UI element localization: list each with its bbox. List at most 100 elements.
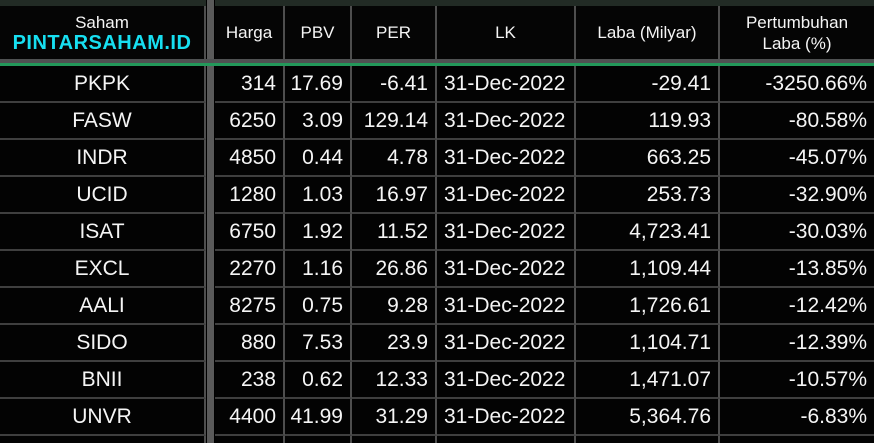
header-cell-pertumbuhan-laba[interactable]: Pertumbuhan Laba (%) [720, 6, 874, 59]
header-cell-pbv[interactable]: PBV [285, 6, 352, 59]
table-row [0, 436, 874, 443]
cell-pbv[interactable]: 0.62 [285, 362, 352, 399]
cell-per[interactable] [352, 436, 437, 443]
cell-saham[interactable]: ISAT [0, 214, 206, 251]
cell-harga[interactable]: 4400 [215, 399, 285, 436]
cell-per[interactable]: -6.41 [352, 66, 437, 103]
cell-harga[interactable]: 6250 [215, 103, 285, 140]
cell-pertumbuhan-laba[interactable]: -12.42% [720, 288, 874, 325]
cell-saham[interactable]: BNII [0, 362, 206, 399]
cell-saham[interactable]: EXCL [0, 251, 206, 288]
cell-harga[interactable]: 4850 [215, 140, 285, 177]
cell-laba[interactable]: 1,726.61 [576, 288, 720, 325]
cell-saham[interactable] [0, 436, 206, 443]
cell-pbv[interactable]: 1.92 [285, 214, 352, 251]
cell-harga[interactable]: 880 [215, 325, 285, 362]
cell-laba[interactable]: 1,471.07 [576, 362, 720, 399]
cell-per[interactable]: 9.28 [352, 288, 437, 325]
cell-saham[interactable]: FASW [0, 103, 206, 140]
cell-lk[interactable]: 31-Dec-2022 [437, 214, 576, 251]
cell-pertumbuhan-laba[interactable] [720, 436, 874, 443]
cell-pbv[interactable] [285, 436, 352, 443]
table-body: PKPK 314 17.69 -6.41 31-Dec-2022 -29.41 -3250.… [0, 66, 874, 443]
cell-saham[interactable]: INDR [0, 140, 206, 177]
table-row: BNII 238 0.62 12.33 31-Dec-2022 1,471.07 -10.5… [0, 362, 874, 399]
cell-pbv[interactable]: 3.09 [285, 103, 352, 140]
cell-laba[interactable]: 253.73 [576, 177, 720, 214]
header-separator-gray [0, 59, 874, 63]
header-separator-green-line [0, 63, 874, 66]
cell-pbv[interactable]: 17.69 [285, 66, 352, 103]
cell-harga[interactable]: 238 [215, 362, 285, 399]
cell-laba[interactable]: 1,104.71 [576, 325, 720, 362]
cell-lk[interactable]: 31-Dec-2022 [437, 399, 576, 436]
table-row: UCID 1280 1.03 16.97 31-Dec-2022 253.73 -32.90… [0, 177, 874, 214]
cell-per[interactable]: 129.14 [352, 103, 437, 140]
cell-per[interactable]: 23.9 [352, 325, 437, 362]
cell-pertumbuhan-laba[interactable]: -12.39% [720, 325, 874, 362]
cell-laba[interactable]: -29.41 [576, 66, 720, 103]
cell-lk[interactable] [437, 436, 576, 443]
cell-saham[interactable]: UCID [0, 177, 206, 214]
cell-harga[interactable] [215, 436, 285, 443]
cell-laba[interactable]: 119.93 [576, 103, 720, 140]
cell-pbv[interactable]: 0.44 [285, 140, 352, 177]
cell-per[interactable]: 11.52 [352, 214, 437, 251]
cell-lk[interactable]: 31-Dec-2022 [437, 103, 576, 140]
cell-harga[interactable]: 2270 [215, 251, 285, 288]
cell-laba[interactable]: 5,364.76 [576, 399, 720, 436]
cell-pertumbuhan-laba[interactable]: -30.03% [720, 214, 874, 251]
cell-per[interactable]: 26.86 [352, 251, 437, 288]
table-row: FASW 6250 3.09 129.14 31-Dec-2022 119.93 -80.5… [0, 103, 874, 140]
cell-harga[interactable]: 8275 [215, 288, 285, 325]
header-cell-harga[interactable]: Harga [215, 6, 285, 59]
cell-per[interactable]: 31.29 [352, 399, 437, 436]
cell-laba[interactable]: 663.25 [576, 140, 720, 177]
table-row: PKPK 314 17.69 -6.41 31-Dec-2022 -29.41 -3250.… [0, 66, 874, 103]
cell-lk[interactable]: 31-Dec-2022 [437, 325, 576, 362]
cell-pertumbuhan-laba[interactable]: -6.83% [720, 399, 874, 436]
cell-pbv[interactable]: 41.99 [285, 399, 352, 436]
cell-harga[interactable]: 1280 [215, 177, 285, 214]
cell-per[interactable]: 4.78 [352, 140, 437, 177]
cell-pbv[interactable]: 7.53 [285, 325, 352, 362]
cell-lk[interactable]: 31-Dec-2022 [437, 288, 576, 325]
cell-pbv[interactable]: 1.03 [285, 177, 352, 214]
header-cell-per[interactable]: PER [352, 6, 437, 59]
cell-laba[interactable]: 1,109.44 [576, 251, 720, 288]
cell-pbv[interactable]: 0.75 [285, 288, 352, 325]
table-row: ISAT 6750 1.92 11.52 31-Dec-2022 4,723.41 -30.… [0, 214, 874, 251]
cell-saham[interactable]: PKPK [0, 66, 206, 103]
cell-saham[interactable]: SIDO [0, 325, 206, 362]
table-row: UNVR 4400 41.99 31.29 31-Dec-2022 5,364.76 -6.… [0, 399, 874, 436]
cell-lk[interactable]: 31-Dec-2022 [437, 140, 576, 177]
cell-saham[interactable]: AALI [0, 288, 206, 325]
table-row: SIDO 880 7.53 23.9 31-Dec-2022 1,104.71 -12.39… [0, 325, 874, 362]
cell-lk[interactable]: 31-Dec-2022 [437, 362, 576, 399]
cell-pbv[interactable]: 1.16 [285, 251, 352, 288]
header-cell-saham[interactable]: Saham PINTARSAHAM.ID [0, 6, 206, 59]
cell-lk[interactable]: 31-Dec-2022 [437, 251, 576, 288]
cell-laba[interactable]: 4,723.41 [576, 214, 720, 251]
cell-pertumbuhan-laba[interactable]: -13.85% [720, 251, 874, 288]
cell-harga[interactable]: 6750 [215, 214, 285, 251]
cell-lk[interactable]: 31-Dec-2022 [437, 66, 576, 103]
header-cell-lk[interactable]: LK [437, 6, 576, 59]
cell-pertumbuhan-laba[interactable]: -45.07% [720, 140, 874, 177]
cell-pertumbuhan-laba[interactable]: -32.90% [720, 177, 874, 214]
cell-per[interactable]: 12.33 [352, 362, 437, 399]
cell-laba[interactable] [576, 436, 720, 443]
cell-saham[interactable]: UNVR [0, 399, 206, 436]
clipped-row-above-strip [0, 0, 874, 6]
cell-pertumbuhan-laba[interactable]: -80.58% [720, 103, 874, 140]
cell-per[interactable]: 16.97 [352, 177, 437, 214]
cell-pertumbuhan-laba[interactable]: -3250.66% [720, 66, 874, 103]
header-cell-laba[interactable]: Laba (Milyar) [576, 6, 720, 59]
cell-harga[interactable]: 314 [215, 66, 285, 103]
table-row: EXCL 2270 1.16 26.86 31-Dec-2022 1,109.44 -13.… [0, 251, 874, 288]
cell-lk[interactable]: 31-Dec-2022 [437, 177, 576, 214]
table-row: INDR 4850 0.44 4.78 31-Dec-2022 663.25 -45.07% [0, 140, 874, 177]
cell-pertumbuhan-laba[interactable]: -10.57% [720, 362, 874, 399]
table-header-row: Saham PINTARSAHAM.ID Harga PBV PER LK La… [0, 6, 874, 59]
frozen-pane-divider [206, 0, 215, 443]
